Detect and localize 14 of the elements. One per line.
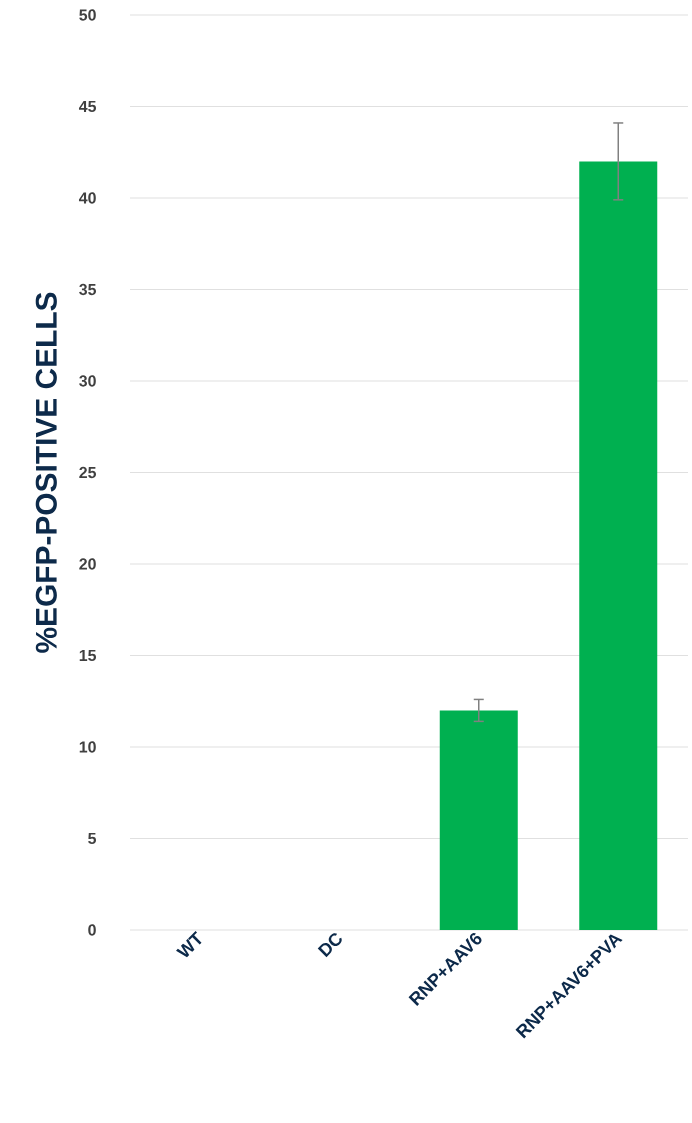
y-tick-label: 30 (79, 375, 96, 387)
y-axis-title: %EGFP-POSITIVE CELLS (35, 292, 57, 653)
y-tick-label: 50 (79, 9, 96, 21)
y-tick-label: 35 (79, 283, 97, 296)
x-tick-label: WT (176, 931, 202, 958)
y-tick-label: 5 (88, 832, 97, 845)
y-tick-label: 25 (79, 466, 97, 479)
x-tick-label: DC (317, 933, 342, 958)
y-tick-label: 0 (88, 924, 96, 936)
y-tick-label: 10 (79, 741, 96, 753)
y-tick-label: 20 (79, 558, 96, 570)
y-tick-label: 45 (78, 100, 97, 113)
y-tick-label: 15 (79, 649, 97, 662)
y-tick-label: 40 (78, 192, 96, 204)
